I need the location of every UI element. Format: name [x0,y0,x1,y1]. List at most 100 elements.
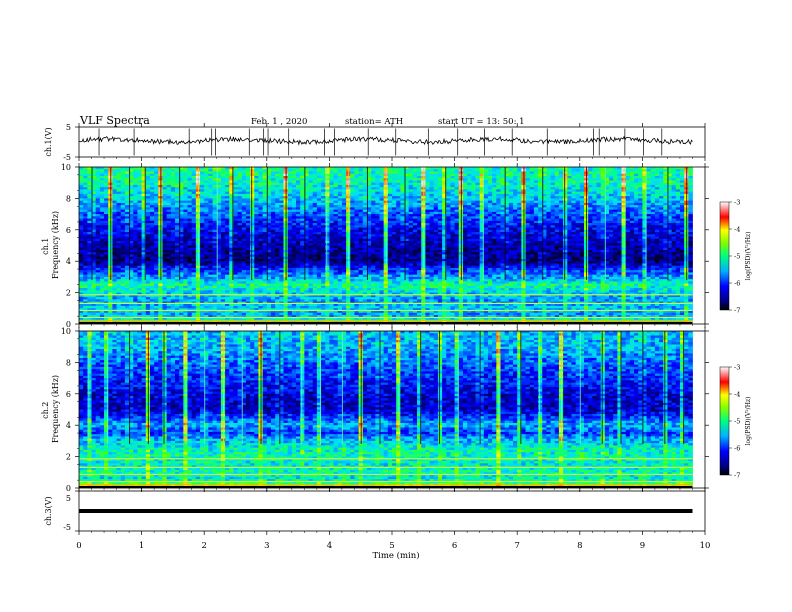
spectrogram-cell [463,225,468,228]
spectrogram-cell [596,216,601,219]
spectrogram-cell [275,201,280,204]
spectrogram-cell [167,232,172,235]
spectrogram-cell [484,201,489,204]
spectrogram-cell [496,201,501,204]
spectrogram-cell [104,169,109,172]
spectrogram-cell [117,178,122,181]
spectrogram-cell [329,232,334,235]
spectrogram-cell [630,210,635,213]
spectrogram-cell [83,169,88,172]
spectrogram-cell [672,194,677,197]
spectrogram-cell [263,194,268,197]
spectrogram-cell [117,241,122,244]
spectrogram-cell [246,241,251,244]
spectrogram-cell [530,185,535,188]
spectrogram-cell [309,194,314,197]
spectrogram-cell [359,225,364,228]
spectrogram-cell [379,210,384,213]
spectrogram-cell [329,169,334,172]
spectrogram-cell [413,232,418,235]
spectrogram-cell [526,216,531,219]
spectrogram-cell [258,201,263,204]
spectrogram-cell [617,225,622,228]
spectrogram-cell [329,216,334,219]
spectrogram-cell [246,225,251,228]
spectrogram-cell [392,210,397,213]
spectrogram-cell [617,178,622,181]
spectrogram-cell [334,194,339,197]
spectrogram-cell [275,185,280,188]
spectrogram-cell [688,185,693,188]
spectrogram-cell [425,194,430,197]
spectrogram-cell [467,232,472,235]
spectrogram-cell [634,178,639,181]
spectrogram-cell [183,178,188,181]
spectrogram-cell [154,194,159,197]
spectrogram-cell [242,241,247,244]
spectrogram-cell [580,232,585,235]
spectrogram-cell [263,169,268,172]
spectrogram-cell [204,216,209,219]
spectrogram-cell [563,201,568,204]
spectrogram-cell [484,178,489,181]
spectrogram-cell [125,178,130,181]
spectrogram-cell [162,232,167,235]
spectrogram-cell [121,241,126,244]
spectrogram-cell [79,194,84,197]
spectrogram-cell [471,201,476,204]
spectrogram-cell [555,201,560,204]
spectrogram-cell [263,241,268,244]
spectrogram-cell [300,185,305,188]
spectrogram-cell [467,185,472,188]
spectrogram-cell [350,216,355,219]
spectrogram-cell [338,241,343,244]
spectrogram-cell [150,216,155,219]
spectrogram-cell [137,178,142,181]
spectrogram-cell [233,185,238,188]
spectrogram-cell [250,185,255,188]
spectrogram-cell [501,201,506,204]
spectrogram-cell [175,185,180,188]
spectrogram-cell [225,201,230,204]
spectrogram-cell [526,241,531,244]
spectrogram-cell [663,169,668,172]
spectrogram-cell [530,194,535,197]
spectrogram-cell [313,210,318,213]
spectrogram-cell [392,216,397,219]
spectrogram-cell [555,232,560,235]
spectrogram-cell [363,194,368,197]
spectrogram-cell [354,169,359,172]
spectrogram-cell [517,241,522,244]
spectrogram-cell [309,185,314,188]
spectrogram-cell [296,210,301,213]
spectrogram-cell [208,216,213,219]
spectrogram-cell [112,178,117,181]
spectrogram-cell [321,210,326,213]
spectrogram-cell [188,241,193,244]
spectrogram-cell [208,169,213,172]
spectrogram-cell [208,178,213,181]
spectrogram-cell [630,169,635,172]
spectrogram-cell [363,201,368,204]
spectrogram-cell [663,201,668,204]
spectrogram-cell [517,185,522,188]
spectrogram-cell [509,194,514,197]
spectrogram-cell [455,225,460,228]
spectrogram-cell [663,178,668,181]
spectrogram-cell [659,201,664,204]
spectrogram-cell [250,201,255,204]
spectrogram-cell [225,232,230,235]
spectrogram-cell [208,210,213,213]
spectrogram-cell [471,225,476,228]
spectrogram-cell [334,201,339,204]
spectrogram-cell [83,216,88,219]
spectrogram-cell [275,194,280,197]
spectrogram-cell [208,201,213,204]
spectrogram-cell [233,232,238,235]
spectrogram-cell [446,185,451,188]
spectrogram-cell [463,185,468,188]
spectrogram-cell [688,225,693,228]
spectrogram-cell [409,201,414,204]
spectrogram-cell [313,185,318,188]
spectrogram-cell [96,201,101,204]
